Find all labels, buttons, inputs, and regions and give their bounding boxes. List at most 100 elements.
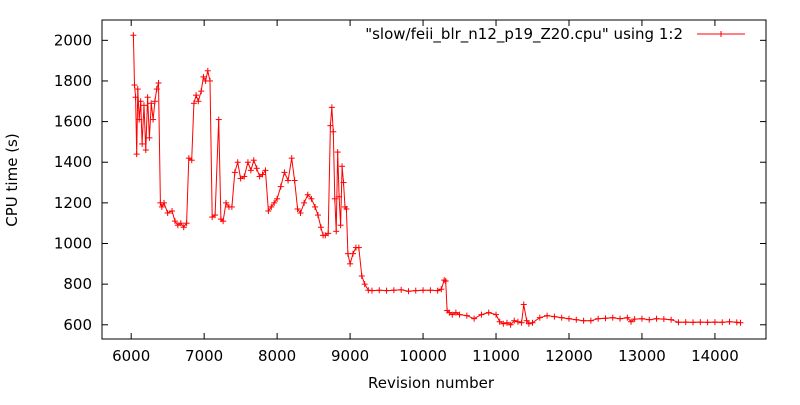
data-point bbox=[153, 86, 160, 93]
data-point bbox=[668, 316, 675, 323]
data-point bbox=[503, 319, 510, 326]
data-point bbox=[136, 116, 143, 123]
data-point bbox=[228, 203, 235, 210]
data-point bbox=[347, 260, 354, 267]
data-point bbox=[525, 320, 532, 327]
data-point bbox=[511, 317, 518, 324]
data-point bbox=[204, 67, 211, 74]
data-point bbox=[355, 244, 362, 251]
data-point bbox=[294, 205, 301, 212]
data-point bbox=[220, 218, 227, 225]
data-point bbox=[452, 309, 459, 316]
data-point bbox=[529, 319, 536, 326]
ticks-layer: 6000 7000 8000 9000 10000 11000 12000 13000 1400… bbox=[54, 20, 766, 365]
data-point bbox=[250, 157, 257, 164]
data-point bbox=[340, 179, 347, 186]
data-point bbox=[339, 163, 346, 170]
x-tick-label: 13000 bbox=[618, 347, 666, 365]
data-point bbox=[737, 319, 744, 326]
data-point bbox=[237, 175, 244, 182]
data-point bbox=[624, 314, 631, 321]
data-point bbox=[441, 277, 448, 284]
data-point bbox=[337, 222, 344, 229]
data-point bbox=[520, 301, 527, 308]
data-point bbox=[268, 203, 275, 210]
data-point bbox=[675, 319, 682, 326]
data-point bbox=[206, 77, 213, 84]
data-point bbox=[151, 98, 158, 105]
data-point bbox=[188, 157, 195, 164]
y-tick-label: 1200 bbox=[54, 194, 92, 212]
data-point bbox=[148, 100, 155, 107]
data-point bbox=[628, 318, 635, 325]
data-point bbox=[328, 104, 335, 111]
data-point bbox=[558, 314, 565, 321]
data-point bbox=[358, 273, 365, 280]
data-point bbox=[193, 92, 200, 99]
data-point bbox=[631, 316, 638, 323]
y-tick-label: 600 bbox=[63, 316, 92, 334]
data-point bbox=[617, 315, 624, 322]
x-tick-label: 14000 bbox=[691, 347, 739, 365]
data-point bbox=[544, 312, 551, 319]
data-point bbox=[244, 159, 251, 166]
data-point bbox=[587, 317, 594, 324]
data-point bbox=[140, 102, 147, 109]
data-point bbox=[161, 199, 168, 206]
data-point bbox=[704, 319, 711, 326]
data-point bbox=[265, 207, 272, 214]
data-point bbox=[471, 315, 478, 322]
y-tick-label: 1600 bbox=[54, 113, 92, 131]
data-point bbox=[291, 177, 298, 184]
data-point bbox=[312, 203, 319, 210]
data-point bbox=[139, 140, 146, 147]
data-point bbox=[274, 195, 281, 202]
data-point bbox=[478, 311, 485, 318]
data-point bbox=[253, 165, 260, 172]
data-point bbox=[350, 250, 357, 257]
data-point bbox=[330, 128, 337, 135]
legend: "slow/feii_blr_n12_p19_Z20.cpu" using 1:… bbox=[365, 25, 745, 44]
data-point bbox=[297, 210, 304, 217]
data-point bbox=[133, 151, 140, 158]
data-point bbox=[134, 86, 141, 93]
data-point bbox=[442, 278, 449, 285]
y-tick-label: 2000 bbox=[54, 31, 92, 49]
data-point bbox=[195, 98, 202, 105]
data-point bbox=[281, 169, 288, 176]
data-point bbox=[565, 315, 572, 322]
data-point bbox=[398, 286, 405, 293]
y-tick-label: 1400 bbox=[54, 153, 92, 171]
data-point bbox=[573, 316, 580, 323]
data-point bbox=[132, 94, 139, 101]
data-point bbox=[507, 321, 514, 328]
data-point bbox=[646, 316, 653, 323]
data-point bbox=[333, 228, 340, 235]
data-point bbox=[420, 287, 427, 294]
data-point bbox=[456, 311, 463, 318]
y-axis-label: CPU time (s) bbox=[3, 133, 21, 226]
data-point bbox=[726, 318, 733, 325]
data-point bbox=[602, 315, 609, 322]
data-point bbox=[518, 319, 525, 326]
data-point bbox=[223, 199, 230, 206]
data-point bbox=[215, 116, 222, 123]
data-point bbox=[146, 134, 153, 141]
data-point bbox=[317, 224, 324, 231]
y-tick-label: 1000 bbox=[54, 235, 92, 253]
data-point bbox=[595, 315, 602, 322]
data-point bbox=[164, 210, 171, 217]
data-point bbox=[180, 224, 187, 231]
x-tick-label: 6000 bbox=[112, 347, 150, 365]
data-point bbox=[327, 122, 334, 129]
data-point bbox=[271, 199, 278, 206]
data-point bbox=[719, 319, 726, 326]
data-point bbox=[551, 313, 558, 320]
data-point bbox=[500, 320, 507, 327]
x-tick-label: 12000 bbox=[545, 347, 593, 365]
data-point bbox=[485, 309, 492, 316]
data-point bbox=[682, 319, 689, 326]
data-point bbox=[130, 32, 137, 39]
